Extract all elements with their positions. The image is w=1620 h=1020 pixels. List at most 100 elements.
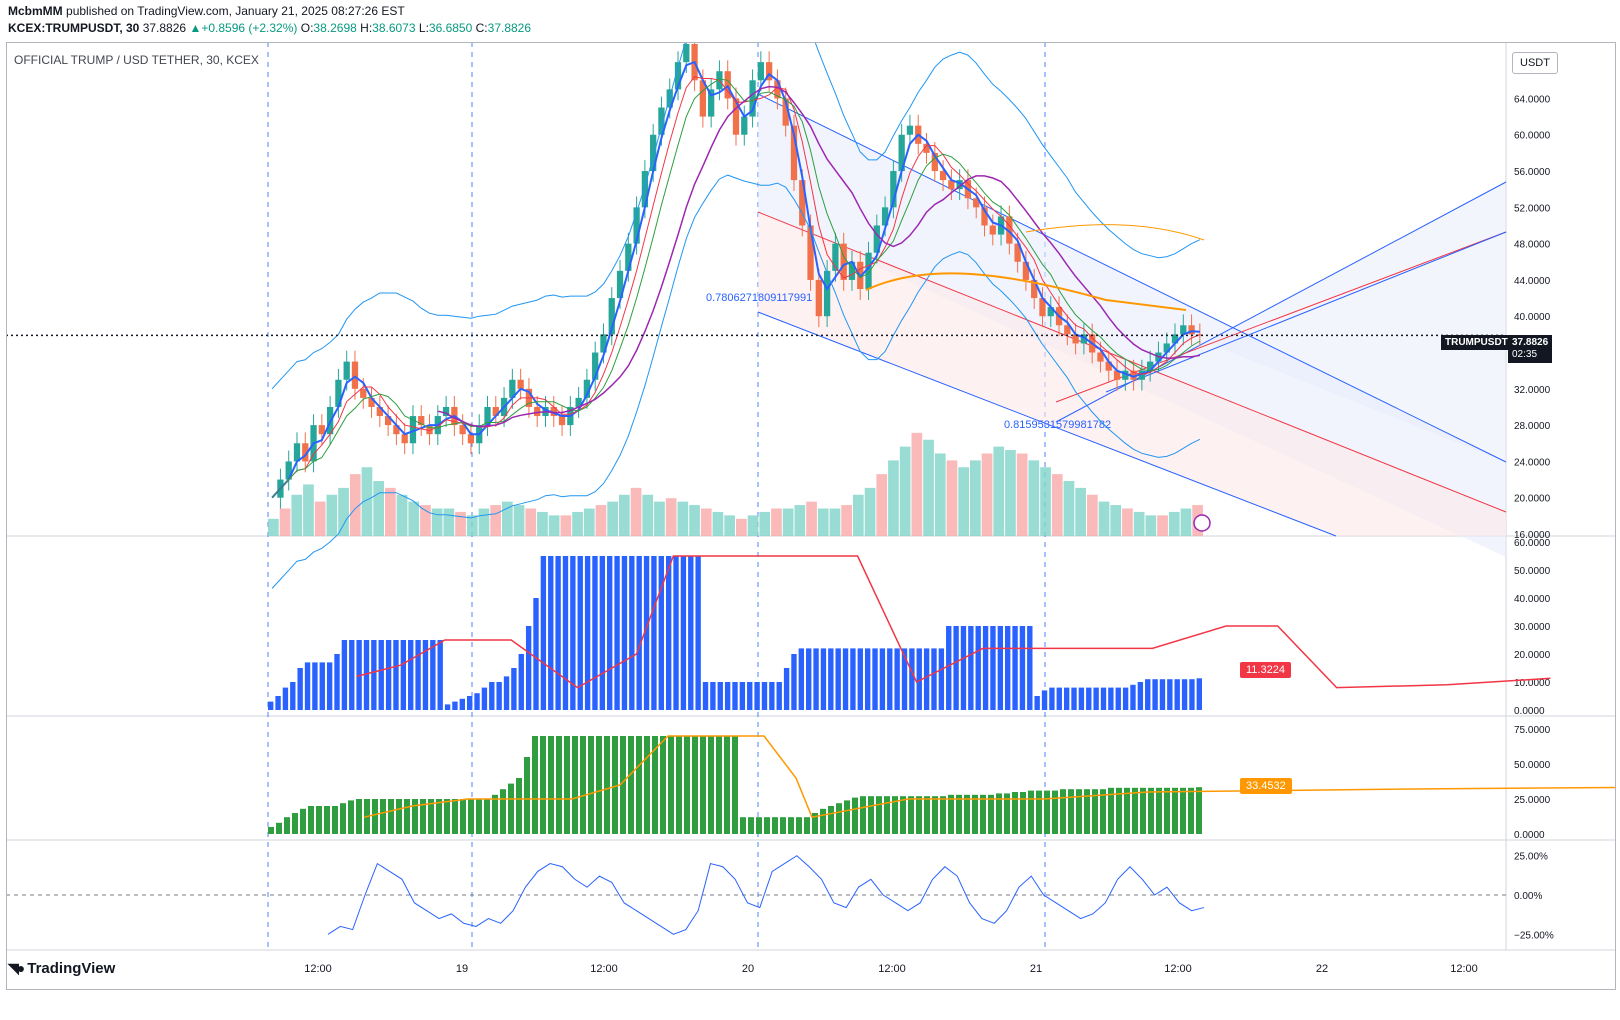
pane3-bar bbox=[732, 736, 738, 834]
pane3-bar bbox=[676, 736, 682, 834]
pane3-bar bbox=[868, 796, 874, 834]
pane2-bar bbox=[1071, 687, 1077, 710]
volume-bar bbox=[794, 505, 806, 536]
candle-body bbox=[1171, 334, 1179, 344]
pane2-bar bbox=[850, 648, 856, 710]
volume-bar bbox=[841, 505, 852, 536]
pane2-bar bbox=[1130, 684, 1136, 710]
pane3-bar bbox=[516, 778, 522, 834]
candle-body bbox=[865, 252, 872, 289]
pane2-bar bbox=[864, 648, 871, 710]
pane2-bar bbox=[1167, 679, 1173, 710]
candle-body bbox=[641, 171, 649, 208]
pane2-bar bbox=[393, 640, 399, 710]
pane3-tick-label: 0.0000 bbox=[1514, 830, 1545, 841]
pane3-bar bbox=[428, 799, 434, 834]
pane3-bar bbox=[652, 736, 658, 834]
volume-bar bbox=[525, 508, 537, 536]
volume-bar bbox=[1110, 505, 1122, 536]
pane2-tick-label: 60.0000 bbox=[1514, 538, 1551, 549]
pane3-bar bbox=[636, 736, 642, 834]
volume-bar bbox=[630, 487, 642, 536]
volume-bar bbox=[1168, 511, 1180, 536]
pane3-tick-label: 50.0000 bbox=[1514, 760, 1551, 771]
pane3-bar bbox=[940, 796, 946, 834]
pane3-bar bbox=[788, 817, 794, 834]
candle-body bbox=[1080, 334, 1088, 344]
close-value: 37.8826 bbox=[487, 21, 532, 35]
pane2-bar bbox=[415, 640, 421, 710]
pane2-bar bbox=[1152, 679, 1158, 710]
pane2-bar bbox=[584, 556, 591, 710]
volume-bar bbox=[923, 439, 934, 536]
pane3-bar bbox=[772, 817, 778, 834]
price-tick-label: 44.0000 bbox=[1514, 276, 1551, 287]
pane2-bar bbox=[1034, 696, 1040, 710]
pane3-bar bbox=[324, 806, 330, 834]
author-name[interactable]: McbmMM bbox=[8, 4, 63, 18]
volume-bar bbox=[958, 467, 969, 536]
pane3-bar bbox=[1164, 787, 1170, 834]
pane2-bar bbox=[349, 640, 355, 710]
pane3-bar bbox=[1028, 790, 1034, 834]
pane3-bar bbox=[724, 736, 730, 834]
pane2-bar bbox=[953, 626, 959, 710]
pane2-tick-label: 0.0000 bbox=[1514, 706, 1545, 717]
pane2-bar bbox=[658, 556, 664, 710]
pane2-bar bbox=[975, 626, 981, 710]
pane3-bar bbox=[276, 822, 282, 834]
price-tick-label: 16.0000 bbox=[1514, 530, 1551, 541]
volume-bar bbox=[817, 508, 829, 536]
pane2-bar bbox=[275, 696, 281, 710]
candle-body bbox=[285, 461, 292, 480]
volume-bar bbox=[970, 460, 981, 536]
pane2-bar bbox=[540, 556, 547, 710]
volume-bar bbox=[911, 432, 923, 536]
pane3-bar bbox=[396, 799, 402, 834]
currency-button[interactable]: USDT bbox=[1512, 52, 1558, 74]
candle-body bbox=[848, 261, 856, 280]
pane3-bar bbox=[988, 794, 994, 834]
pane2-bar bbox=[408, 640, 414, 710]
brand-name: TradingView bbox=[27, 960, 116, 977]
pane2-bar bbox=[901, 648, 908, 710]
pane2-bar bbox=[916, 648, 922, 710]
pane3-bar bbox=[460, 799, 466, 834]
pane3-bar bbox=[420, 799, 426, 834]
pane3-bar bbox=[1004, 793, 1010, 834]
pane2-tick-label: 20.0000 bbox=[1514, 650, 1551, 661]
pane3-bar bbox=[1076, 789, 1082, 834]
pane3-bar bbox=[476, 799, 482, 834]
pane2-bar bbox=[791, 654, 797, 710]
tradingview-logo[interactable]: ◥● TradingView bbox=[8, 960, 115, 977]
pane3-bar bbox=[444, 799, 450, 834]
pane3-bar bbox=[1092, 789, 1098, 834]
pane3-bar bbox=[572, 736, 578, 834]
volume-bar bbox=[291, 494, 303, 536]
pane3-tick-label: 75.0000 bbox=[1514, 725, 1551, 736]
channel-line-lower bbox=[757, 311, 1337, 537]
pane2-bar bbox=[1159, 679, 1166, 710]
pane2-bar bbox=[695, 556, 701, 710]
candle-body bbox=[360, 388, 367, 398]
pane3-bar bbox=[532, 736, 538, 834]
symbol-label: KCEX:TRUMPUSDT, 30 bbox=[8, 21, 140, 35]
candle-body bbox=[923, 143, 930, 153]
pane3-bar bbox=[1116, 787, 1122, 834]
pane2-bar bbox=[747, 682, 753, 710]
pane3-bar bbox=[1012, 792, 1018, 834]
pane2-bar bbox=[1019, 626, 1026, 710]
pane3-bar bbox=[748, 817, 754, 834]
candle-body bbox=[658, 107, 665, 135]
publisher-line: McbmMM published on TradingView.com, Jan… bbox=[8, 4, 405, 18]
volume-bar bbox=[572, 511, 583, 536]
candle-body bbox=[732, 98, 740, 135]
candle-body bbox=[1097, 352, 1104, 362]
pane2-bar bbox=[1093, 687, 1099, 710]
candle-body bbox=[1113, 370, 1121, 380]
candle-body bbox=[467, 434, 475, 444]
x-tick-label: 20 bbox=[742, 963, 754, 975]
pane3-bar bbox=[1036, 790, 1042, 834]
pane3-bar bbox=[764, 817, 770, 834]
pane2-bar bbox=[363, 640, 370, 710]
